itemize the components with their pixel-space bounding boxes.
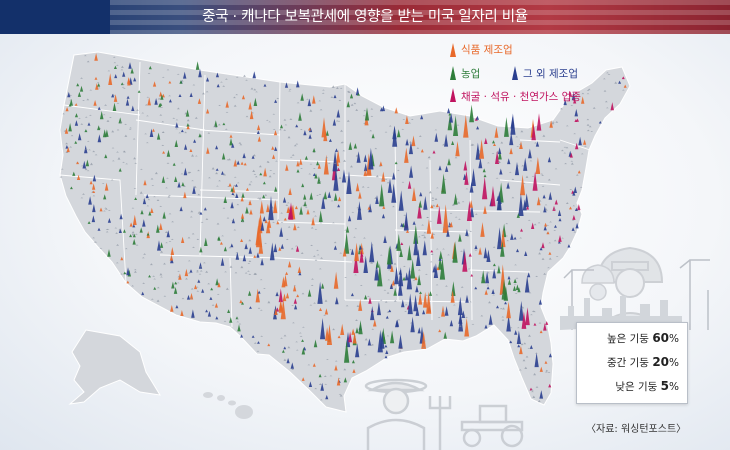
scale-mid-prefix: 중간 기둥 xyxy=(606,357,649,369)
spike-scale-legend: 높은 기둥 60% 중간 기둥 20% 낮은 기둥 5% xyxy=(576,322,688,404)
factory-skyline-icon xyxy=(560,296,682,330)
scale-high-value: 60 xyxy=(652,331,670,345)
alaska-shape xyxy=(68,329,161,405)
farmer-icon xyxy=(364,378,428,450)
flag-stars-decoration xyxy=(0,0,110,34)
job-share-spikes xyxy=(59,53,627,403)
legend-spike-agriculture xyxy=(450,66,456,80)
legend-glyphs xyxy=(450,43,518,102)
legend-spike-mining xyxy=(450,88,456,102)
scale-low-value: 5 xyxy=(660,379,670,393)
page-title: 중국 · 캐나다 보복관세에 영향을 받는 미국 일자리 비율 xyxy=(202,9,528,25)
scale-mid-value: 20 xyxy=(652,355,670,369)
title-banner: 중국 · 캐나다 보복관세에 영향을 받는 미국 일자리 비율 xyxy=(0,0,730,34)
legend-spike-food xyxy=(450,43,456,57)
legend-mining-label: 채굴 · 석유 · 천연가스 업종 xyxy=(461,91,581,103)
flag-stripes-decoration xyxy=(110,0,730,34)
scale-row-high: 높은 기둥 60% xyxy=(607,331,679,346)
scale-low-unit: % xyxy=(669,381,679,393)
legend-manufacturing-label: 그 외 제조업 xyxy=(523,68,578,80)
scale-high-prefix: 높은 기둥 xyxy=(606,333,649,345)
hawaii-shape xyxy=(203,392,253,419)
scale-low-prefix: 낮은 기둥 xyxy=(615,381,658,393)
legend-food-label: 식품 제조업 xyxy=(461,44,513,56)
pitchfork-icon xyxy=(428,396,452,450)
map-states xyxy=(59,51,631,419)
source-credit: 〈자료: 워싱턴포스트〉 xyxy=(586,424,687,435)
state-borders xyxy=(59,61,591,328)
scale-row-mid: 중간 기둥 20% xyxy=(607,355,679,370)
tractor-icon xyxy=(460,404,524,448)
scale-row-low: 낮은 기둥 5% xyxy=(615,379,679,394)
legend-agriculture-label: 농업 xyxy=(461,68,481,80)
scale-high-unit: % xyxy=(669,333,679,345)
legend-spike-manufacturing xyxy=(512,66,518,80)
scale-mid-unit: % xyxy=(669,357,679,369)
